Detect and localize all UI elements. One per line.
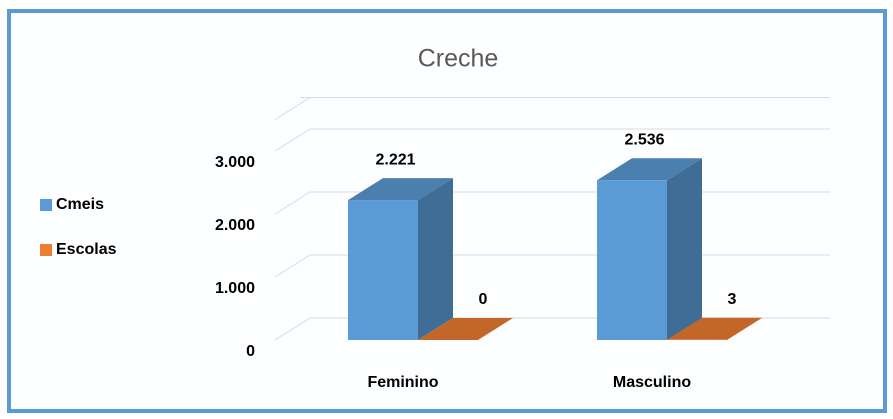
y-tick-label: 3.000	[215, 154, 255, 171]
bar-side	[418, 178, 453, 340]
legend-label: Escolas	[56, 241, 117, 258]
bar-side	[667, 158, 702, 340]
data-label: 0	[479, 291, 488, 308]
legend-label: Cmeis	[56, 196, 104, 213]
data-label: 2.536	[624, 131, 664, 148]
data-label: 3	[728, 291, 737, 308]
bar	[348, 200, 418, 340]
legend-swatch	[40, 199, 52, 211]
y-tick-label: 1.000	[215, 280, 255, 297]
y-tick-label: 2.000	[215, 217, 255, 234]
chart-title: Creche	[418, 45, 499, 73]
y-tick-label: 0	[246, 343, 255, 360]
data-label: 2.221	[375, 151, 415, 168]
x-tick-label: Masculino	[613, 374, 691, 391]
legend-swatch	[40, 244, 52, 256]
x-tick-label: Feminino	[367, 374, 438, 391]
bar	[597, 180, 667, 340]
